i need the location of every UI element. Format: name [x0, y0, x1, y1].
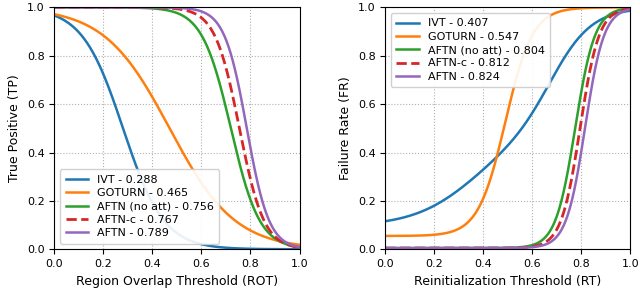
AFTN (no att) - 0.756: [159, 8, 166, 11]
AFTN - 0.789: [159, 6, 166, 9]
AFTN (no att) - 0.756: [150, 7, 157, 10]
IVT - 0.407: [381, 219, 389, 223]
GOTURN - 0.547: [490, 168, 497, 171]
IVT - 0.288: [242, 247, 250, 250]
AFTN-c - 0.812: [573, 150, 580, 153]
GOTURN - 0.547: [406, 234, 414, 237]
AFTN - 0.824: [627, 8, 634, 11]
Line: AFTN-c - 0.812: AFTN-c - 0.812: [385, 9, 630, 248]
AFTN-c - 0.767: [296, 246, 303, 249]
AFTN - 0.789: [246, 143, 254, 147]
GOTURN - 0.547: [481, 194, 488, 197]
AFTN - 0.789: [219, 31, 227, 34]
IVT - 0.288: [51, 14, 58, 17]
GOTURN - 0.465: [242, 226, 250, 230]
X-axis label: Region Overlap Threshold (ROT): Region Overlap Threshold (ROT): [76, 275, 278, 288]
IVT - 0.288: [150, 203, 157, 207]
Legend: IVT - 0.407, GOTURN - 0.547, AFTN (no att) - 0.804, AFTN-c - 0.812, AFTN - 0.824: IVT - 0.407, GOTURN - 0.547, AFTN (no at…: [391, 13, 550, 87]
GOTURN - 0.465: [150, 97, 157, 101]
AFTN (no att) - 0.756: [242, 183, 250, 187]
AFTN (no att) - 0.756: [219, 93, 227, 97]
AFTN - 0.824: [381, 246, 389, 250]
GOTURN - 0.465: [159, 113, 166, 117]
AFTN - 0.824: [577, 153, 585, 156]
Line: AFTN (no att) - 0.756: AFTN (no att) - 0.756: [54, 7, 300, 247]
GOTURN - 0.547: [627, 6, 634, 9]
GOTURN - 0.465: [246, 228, 254, 232]
AFTN (no att) - 0.804: [481, 246, 488, 250]
AFTN (no att) - 0.756: [51, 6, 58, 9]
AFTN-c - 0.812: [627, 7, 634, 10]
AFTN-c - 0.812: [381, 246, 389, 250]
Y-axis label: True Positive (TP): True Positive (TP): [8, 74, 21, 182]
AFTN (no att) - 0.804: [573, 119, 580, 122]
GOTURN - 0.465: [76, 20, 83, 24]
IVT - 0.407: [481, 167, 488, 170]
AFTN-c - 0.767: [150, 6, 157, 9]
AFTN-c - 0.767: [159, 6, 166, 10]
AFTN-c - 0.767: [51, 6, 58, 9]
Line: GOTURN - 0.547: GOTURN - 0.547: [385, 7, 630, 236]
AFTN (no att) - 0.804: [627, 6, 634, 10]
Line: AFTN (no att) - 0.804: AFTN (no att) - 0.804: [385, 8, 630, 248]
AFTN - 0.824: [406, 246, 414, 250]
X-axis label: Reinitialization Threshold (RT): Reinitialization Threshold (RT): [414, 275, 602, 288]
Line: AFTN - 0.824: AFTN - 0.824: [385, 9, 630, 248]
GOTURN - 0.465: [296, 243, 303, 247]
AFTN-c - 0.812: [577, 122, 585, 125]
IVT - 0.288: [76, 31, 83, 35]
IVT - 0.288: [296, 248, 303, 251]
IVT - 0.407: [406, 214, 414, 217]
IVT - 0.407: [627, 9, 634, 12]
GOTURN - 0.465: [51, 12, 58, 16]
GOTURN - 0.547: [573, 7, 580, 10]
AFTN (no att) - 0.804: [577, 93, 585, 96]
AFTN - 0.824: [573, 178, 580, 181]
Line: AFTN-c - 0.767: AFTN-c - 0.767: [54, 7, 300, 248]
AFTN-c - 0.767: [242, 156, 250, 160]
Line: GOTURN - 0.465: GOTURN - 0.465: [54, 14, 300, 245]
AFTN-c - 0.812: [406, 246, 414, 250]
GOTURN - 0.547: [550, 12, 557, 16]
IVT - 0.288: [219, 246, 227, 249]
IVT - 0.407: [573, 39, 580, 42]
IVT - 0.288: [246, 247, 254, 250]
AFTN - 0.789: [242, 119, 250, 123]
AFTN - 0.824: [550, 238, 557, 242]
AFTN (no att) - 0.756: [296, 245, 303, 249]
AFTN - 0.789: [150, 6, 157, 9]
GOTURN - 0.547: [577, 6, 585, 10]
AFTN - 0.824: [490, 246, 497, 250]
AFTN (no att) - 0.756: [246, 196, 254, 200]
GOTURN - 0.547: [381, 234, 389, 238]
AFTN - 0.789: [296, 245, 303, 249]
IVT - 0.407: [490, 158, 497, 162]
AFTN-c - 0.812: [550, 233, 557, 236]
Y-axis label: Failure Rate (FR): Failure Rate (FR): [339, 76, 352, 180]
AFTN (no att) - 0.804: [550, 222, 557, 226]
AFTN-c - 0.812: [481, 246, 488, 250]
AFTN-c - 0.812: [490, 246, 497, 250]
AFTN - 0.789: [76, 6, 83, 9]
IVT - 0.407: [577, 34, 585, 37]
AFTN (no att) - 0.804: [381, 246, 389, 250]
Line: IVT - 0.407: IVT - 0.407: [385, 11, 630, 221]
AFTN - 0.789: [51, 6, 58, 9]
AFTN (no att) - 0.756: [76, 6, 83, 9]
Line: AFTN - 0.789: AFTN - 0.789: [54, 7, 300, 247]
AFTN-c - 0.767: [76, 6, 83, 9]
AFTN-c - 0.767: [219, 55, 227, 58]
AFTN (no att) - 0.804: [406, 246, 414, 250]
IVT - 0.407: [550, 74, 557, 78]
GOTURN - 0.465: [219, 208, 227, 211]
AFTN (no att) - 0.804: [490, 246, 497, 250]
IVT - 0.288: [159, 217, 166, 220]
Line: IVT - 0.288: IVT - 0.288: [54, 16, 300, 249]
AFTN - 0.824: [481, 246, 488, 250]
AFTN-c - 0.767: [246, 175, 254, 179]
Legend: IVT - 0.288, GOTURN - 0.465, AFTN (no att) - 0.756, AFTN-c - 0.767, AFTN - 0.789: IVT - 0.288, GOTURN - 0.465, AFTN (no at…: [60, 169, 219, 244]
